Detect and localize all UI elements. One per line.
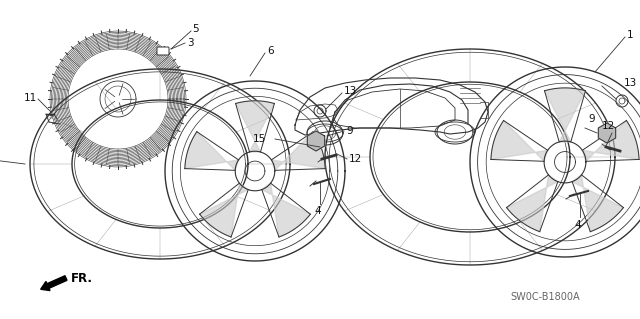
Text: 15: 15: [253, 134, 266, 144]
Polygon shape: [185, 132, 239, 170]
Polygon shape: [271, 132, 325, 170]
Text: 4: 4: [315, 206, 321, 216]
Polygon shape: [545, 88, 586, 142]
Text: 13: 13: [624, 78, 637, 88]
Text: 9: 9: [346, 126, 353, 136]
Polygon shape: [236, 101, 275, 152]
Text: 4: 4: [575, 220, 581, 230]
Text: 12: 12: [602, 121, 614, 131]
Text: SW0C-B1800A: SW0C-B1800A: [510, 292, 580, 302]
FancyArrow shape: [41, 276, 67, 291]
Polygon shape: [572, 175, 623, 232]
Text: 9: 9: [589, 114, 595, 124]
FancyBboxPatch shape: [157, 47, 169, 55]
Polygon shape: [307, 131, 324, 151]
Text: FR.: FR.: [71, 272, 93, 286]
Text: 3: 3: [187, 38, 194, 48]
Polygon shape: [491, 121, 548, 161]
Text: 12: 12: [349, 154, 362, 164]
Polygon shape: [262, 183, 310, 237]
Text: 6: 6: [267, 46, 274, 56]
Polygon shape: [582, 121, 639, 161]
Text: 13: 13: [344, 86, 357, 96]
Text: 11: 11: [24, 93, 37, 103]
Polygon shape: [598, 123, 616, 143]
Text: 1: 1: [627, 30, 634, 40]
Polygon shape: [200, 183, 248, 237]
Polygon shape: [507, 175, 558, 232]
Text: 5: 5: [192, 24, 198, 34]
